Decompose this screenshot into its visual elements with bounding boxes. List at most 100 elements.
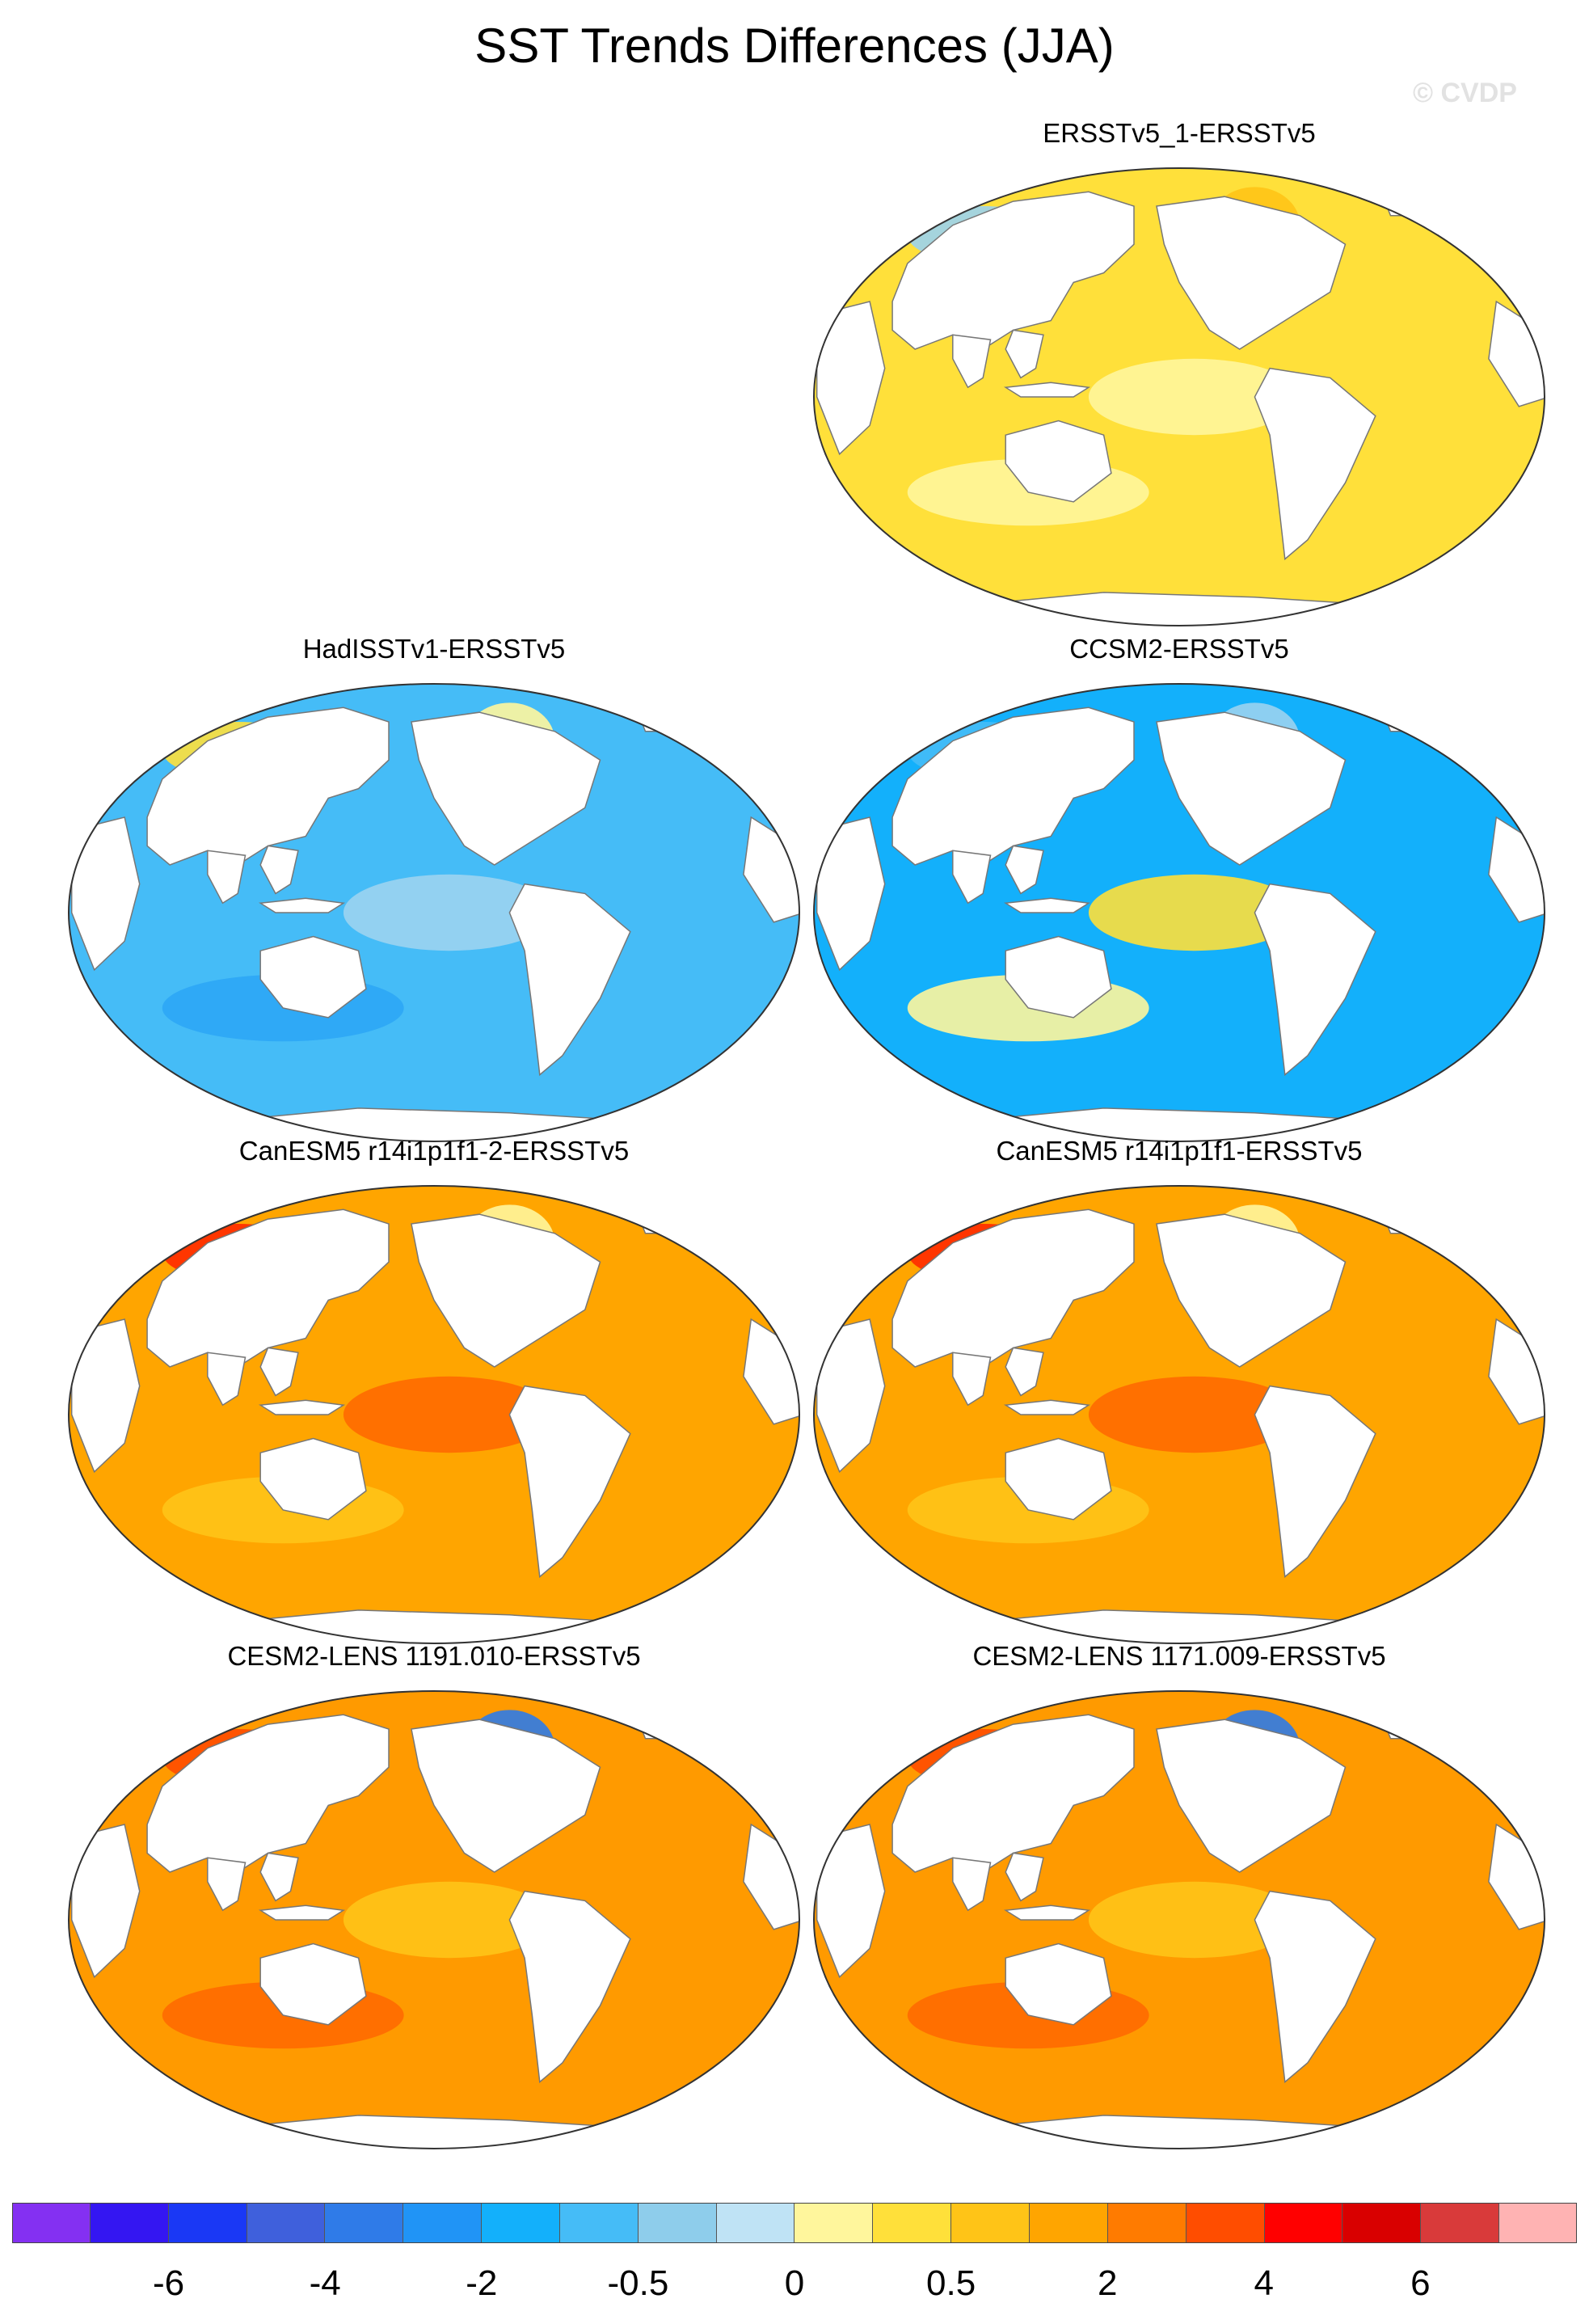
map-border [68, 1185, 800, 1644]
land-india [952, 334, 992, 389]
map-border [813, 1185, 1545, 1644]
colorbar-swatch [1421, 2203, 1500, 2243]
figure-title: SST Trends Differences (JJA) [474, 19, 1115, 73]
colorbar-swatch [482, 2203, 560, 2243]
panel-cesm2-lens-1171: CESM2-LENS 1171.009-ERSSTv5 [802, 1641, 1557, 2158]
land-indonesia [258, 1904, 346, 1921]
map-border [68, 1690, 800, 2149]
land-australia [259, 1942, 367, 2026]
colorbar-tick-label: 2 [1097, 2263, 1118, 2303]
land-asia-europe [891, 706, 1135, 866]
land-south-america [1254, 1890, 1376, 2084]
colorbar-swatch [1107, 2203, 1186, 2243]
land-north-america [411, 1213, 601, 1368]
land-north-america [1156, 1719, 1347, 1873]
map-border [813, 1690, 1545, 2149]
land-india [207, 1352, 247, 1407]
colorbar-swatch [403, 2203, 483, 2243]
colorbar [12, 2203, 1577, 2243]
colorbar-swatch [1186, 2203, 1265, 2243]
land-north-america [411, 711, 601, 866]
panel-title: CanESM5 r14i1p1f1-2-ERSSTv5 [238, 1136, 630, 1166]
panel-title: ERSSTv5_1-ERSSTv5 [1043, 118, 1316, 148]
land-india [952, 1857, 992, 1912]
land-asia-europe [146, 706, 390, 866]
panel-canesm5-r14-2: CanESM5 r14i1p1f1-2-ERSSTv5 [57, 1136, 811, 1653]
anomaly-patch [343, 1376, 555, 1453]
land-india [207, 1857, 247, 1912]
land-se-asia [259, 845, 299, 895]
colorbar-tick-label: -6 [153, 2263, 185, 2303]
world-map [813, 683, 1545, 1142]
colorbar-swatch [1264, 2203, 1343, 2243]
colorbar-swatch [794, 2203, 874, 2243]
colorbar-swatch [559, 2203, 639, 2243]
colorbar-swatch [1029, 2203, 1108, 2243]
land-australia [1005, 1942, 1112, 2026]
land-south-america [1254, 367, 1376, 561]
colorbar-swatch [716, 2203, 795, 2243]
land-australia [1005, 420, 1112, 503]
anomaly-patch [343, 1881, 555, 1959]
land-asia-europe [891, 191, 1135, 350]
map-border [68, 683, 800, 1142]
anomaly-patch [1088, 358, 1300, 436]
colorbar-tick-label: 4 [1254, 2263, 1275, 2303]
land-south-america [1254, 1385, 1376, 1579]
land-indonesia [1003, 897, 1091, 913]
colorbar-tick-label: 0 [784, 2263, 805, 2303]
colorbar-swatch [1499, 2203, 1577, 2243]
world-map [813, 1690, 1545, 2149]
anomaly-patch [1088, 1881, 1300, 1959]
colorbar-swatch [12, 2203, 91, 2243]
world-map [813, 1185, 1545, 1644]
colorbar-swatch [247, 2203, 326, 2243]
colorbar-swatch [951, 2203, 1030, 2243]
anomaly-patch [1088, 1376, 1300, 1453]
land-south-america [508, 883, 631, 1077]
land-south-america [508, 1890, 631, 2084]
land-se-asia [1005, 1347, 1044, 1397]
land-asia-europe [891, 1208, 1135, 1368]
land-south-america [1254, 883, 1376, 1077]
panel-ersstv5-1: ERSSTv5_1-ERSSTv5 [802, 118, 1557, 635]
world-map [68, 1185, 800, 1644]
map-border [813, 683, 1545, 1142]
panel-canesm5-r14: CanESM5 r14i1p1f1-ERSSTv5 [802, 1136, 1557, 1653]
land-north-america [411, 1719, 601, 1873]
land-se-asia [259, 1852, 299, 1902]
land-indonesia [258, 897, 346, 913]
land-asia-europe [146, 1208, 390, 1368]
land-indonesia [1003, 1399, 1091, 1415]
land-australia [1005, 1437, 1112, 1521]
land-north-america [1156, 711, 1347, 866]
land-se-asia [259, 1347, 299, 1397]
land-india [952, 1352, 992, 1407]
colorbar-tick-label: -2 [466, 2263, 498, 2303]
land-indonesia [1003, 1904, 1091, 1921]
anomaly-patch [1088, 874, 1300, 951]
colorbar-swatch [325, 2203, 404, 2243]
land-indonesia [1003, 382, 1091, 398]
land-australia [259, 935, 367, 1019]
colorbar-tick-label: -4 [309, 2263, 341, 2303]
world-map [813, 167, 1545, 626]
panel-hadisstv1: HadISSTv1-ERSSTv5 [57, 634, 811, 1151]
land-india [207, 850, 247, 905]
colorbar-tick-label: -0.5 [607, 2263, 669, 2303]
panel-title: HadISSTv1-ERSSTv5 [302, 634, 566, 664]
land-north-america [1156, 196, 1347, 350]
colorbar-tick-label: 0.5 [926, 2263, 976, 2303]
colorbar-swatch [168, 2203, 247, 2243]
land-se-asia [1005, 845, 1044, 895]
panel-cesm2-lens-1191: CESM2-LENS 1191.010-ERSSTv5 [57, 1641, 811, 2158]
land-india [952, 850, 992, 905]
land-se-asia [1005, 329, 1044, 379]
panel-title: CanESM5 r14i1p1f1-ERSSTv5 [996, 1136, 1363, 1166]
land-australia [1005, 935, 1112, 1019]
colorbar-swatch [638, 2203, 717, 2243]
world-map [68, 683, 800, 1142]
colorbar-swatch [90, 2203, 169, 2243]
land-asia-europe [891, 1714, 1135, 1873]
colorbar-swatch [873, 2203, 952, 2243]
